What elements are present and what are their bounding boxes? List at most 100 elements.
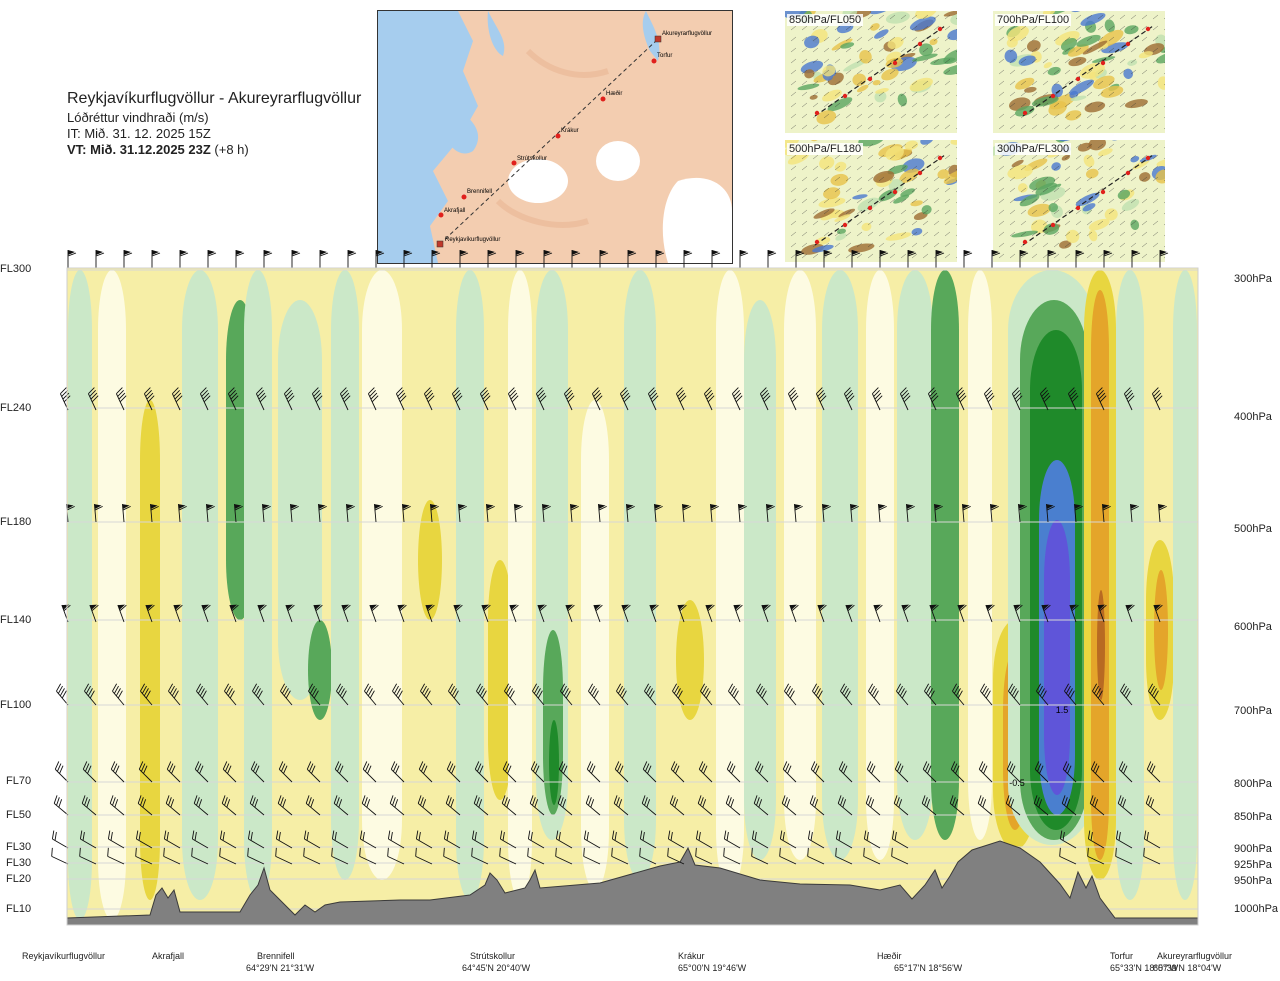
field-streak xyxy=(456,270,484,900)
field-streak xyxy=(822,270,858,860)
wind-barb xyxy=(252,683,265,706)
wind-barb xyxy=(263,250,273,268)
field-streak xyxy=(418,500,442,620)
wind-barb xyxy=(112,683,125,706)
location-label: Hæðir 65°17'N 18°56'W xyxy=(877,951,963,973)
wind-barb xyxy=(1117,795,1133,816)
wind-barb xyxy=(765,504,775,523)
field-streak xyxy=(1091,290,1109,860)
wind-barb xyxy=(1089,795,1105,816)
wind-barb xyxy=(586,761,601,783)
wind-barb xyxy=(1095,387,1107,411)
wind-barb xyxy=(81,795,97,816)
wind-barb xyxy=(563,387,575,411)
wind-barb xyxy=(1151,387,1163,411)
wind-barb xyxy=(891,847,909,865)
wind-barb xyxy=(991,250,1001,268)
wind-barb xyxy=(367,387,379,411)
wind-barb xyxy=(705,604,715,623)
wind-barb xyxy=(560,683,573,706)
wind-barb xyxy=(565,604,575,623)
wind-barb xyxy=(373,504,383,523)
wind-barb xyxy=(527,847,545,865)
wind-barb xyxy=(151,250,161,268)
hpa-label: 300hPa xyxy=(1234,273,1272,285)
wind-barb xyxy=(728,683,741,706)
wind-barb xyxy=(555,847,573,865)
wind-barb xyxy=(1103,250,1113,268)
wind-barb xyxy=(219,847,237,865)
wind-barb xyxy=(247,847,265,865)
wind-barb xyxy=(199,387,211,411)
wind-barb xyxy=(527,830,545,849)
wind-barb xyxy=(501,795,517,816)
wind-barb xyxy=(761,604,771,623)
wind-barb xyxy=(448,683,461,706)
wind-barb xyxy=(163,830,181,849)
wind-barb xyxy=(1047,250,1057,268)
wind-barb xyxy=(319,250,329,268)
wind-barb xyxy=(446,761,461,783)
wind-barb xyxy=(1019,250,1029,268)
wind-barb xyxy=(509,604,519,623)
wind-barb xyxy=(443,847,461,865)
field-streak xyxy=(68,270,92,920)
wind-barb xyxy=(843,387,855,411)
field-streak xyxy=(1116,270,1144,900)
wind-barb xyxy=(532,683,545,706)
wind-barb xyxy=(583,830,601,849)
wind-barb xyxy=(667,830,685,849)
location-label: Reykjavíkurflugvöllur xyxy=(22,951,106,961)
wind-barb xyxy=(767,250,777,268)
wind-barb xyxy=(303,847,321,865)
wind-barb xyxy=(871,387,883,411)
wind-barb xyxy=(1036,683,1049,706)
wind-barb xyxy=(289,504,299,523)
wind-barb xyxy=(989,504,999,523)
fl-label: FL70 xyxy=(6,775,32,787)
wind-barb xyxy=(149,504,159,523)
wind-barb xyxy=(723,830,741,849)
wind-barb xyxy=(1125,604,1135,623)
wind-barb xyxy=(168,683,181,706)
wind-barb xyxy=(403,250,413,268)
wind-barb xyxy=(285,604,295,623)
mini-map-label: 300hPa/FL300 xyxy=(995,143,1072,155)
wind-barb xyxy=(1005,795,1021,816)
wind-barb xyxy=(823,250,833,268)
wind-barb xyxy=(809,795,825,816)
wind-barb xyxy=(557,795,573,816)
wind-barb xyxy=(401,504,411,523)
wind-barb xyxy=(723,847,741,865)
wind-barb xyxy=(361,795,377,816)
mini-map-850: 850hPa/FL050 xyxy=(785,11,957,133)
wind-barb xyxy=(291,250,301,268)
wind-barb xyxy=(815,387,827,411)
wind-barb xyxy=(191,830,209,849)
hpa-label: 850hPa xyxy=(1234,811,1272,823)
wind-barb xyxy=(695,847,713,865)
wind-barb xyxy=(502,761,517,783)
wind-barb xyxy=(191,847,209,865)
wind-barb xyxy=(173,604,183,623)
wind-barb xyxy=(779,830,797,849)
wind-barb xyxy=(313,604,323,623)
wind-barb xyxy=(137,795,153,816)
wind-barb xyxy=(339,387,351,411)
wind-barb xyxy=(737,504,747,523)
wind-barb xyxy=(541,504,551,523)
wind-barb xyxy=(1148,683,1161,706)
wind-barb xyxy=(387,830,405,849)
wind-barb xyxy=(537,604,547,623)
wind-barb xyxy=(891,830,909,849)
wind-barb xyxy=(1059,847,1077,865)
wind-barb xyxy=(89,604,99,623)
field-streak xyxy=(508,270,532,900)
wind-barb xyxy=(921,795,937,816)
wind-barb xyxy=(555,830,573,849)
wind-barb xyxy=(233,504,243,523)
wind-barb xyxy=(756,683,769,706)
wind-barb xyxy=(782,761,797,783)
wind-barb xyxy=(389,795,405,816)
wind-barb xyxy=(311,387,323,411)
